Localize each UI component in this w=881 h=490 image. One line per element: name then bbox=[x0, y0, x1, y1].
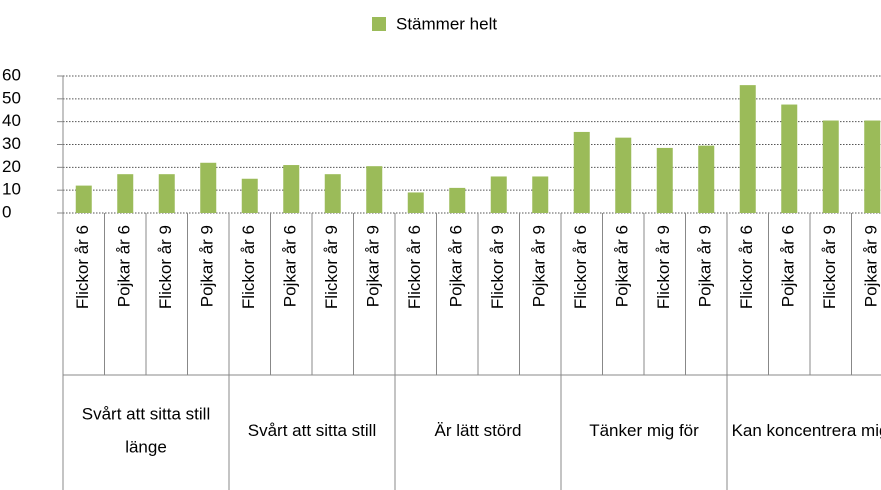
bar bbox=[75, 185, 92, 213]
x-tick-label: Flickor år 6 bbox=[239, 225, 258, 309]
bar bbox=[407, 192, 424, 213]
x-tick-label: Pojkar år 6 bbox=[115, 225, 134, 307]
bar bbox=[158, 174, 175, 213]
y-tick-label: 30 bbox=[2, 134, 21, 153]
y-tick-label: 0 bbox=[2, 202, 11, 221]
x-tick-label: Flickor år 9 bbox=[654, 225, 673, 309]
bar bbox=[283, 165, 300, 213]
x-tick-label: Pojkar år 6 bbox=[447, 225, 466, 307]
x-tick-label: Pojkar år 6 bbox=[281, 225, 300, 307]
bar bbox=[822, 120, 839, 213]
x-tick-label: Flickor år 9 bbox=[488, 225, 507, 309]
bar bbox=[366, 166, 383, 213]
bar bbox=[781, 104, 798, 213]
x-tick-label: Flickor år 9 bbox=[820, 225, 839, 309]
y-tick-label: 20 bbox=[2, 157, 21, 176]
group-label: Är lätt störd bbox=[435, 421, 522, 440]
bar bbox=[698, 145, 715, 213]
group-label: Kan koncentrera mig bbox=[732, 421, 881, 440]
y-tick-label: 40 bbox=[2, 111, 21, 130]
legend-label: Stämmer helt bbox=[396, 14, 497, 33]
bar bbox=[241, 178, 258, 213]
group-label: Svårt att sitta still bbox=[248, 421, 376, 440]
y-tick-label: 50 bbox=[2, 88, 21, 107]
x-tick-label: Flickor år 9 bbox=[322, 225, 341, 309]
bar bbox=[117, 174, 134, 213]
x-tick-label: Pojkar år 9 bbox=[862, 225, 881, 307]
bar bbox=[864, 120, 881, 213]
group-label: Svårt att sitta still länge bbox=[82, 405, 210, 457]
bar bbox=[449, 187, 466, 213]
x-tick-label: Pojkar år 6 bbox=[779, 225, 798, 307]
x-tick-label: Pojkar år 9 bbox=[364, 225, 383, 307]
group-label: Tänker mig för bbox=[589, 421, 699, 440]
legend-swatch bbox=[372, 17, 386, 31]
bar bbox=[324, 174, 341, 213]
bar bbox=[615, 137, 632, 213]
x-tick-label: Flickor år 6 bbox=[571, 225, 590, 309]
x-tick-label: Flickor år 6 bbox=[405, 225, 424, 309]
y-tick-label: 10 bbox=[2, 180, 21, 199]
x-tick-label: Flickor år 6 bbox=[73, 225, 92, 309]
x-tick-label: Pojkar år 9 bbox=[696, 225, 715, 307]
bar bbox=[739, 85, 756, 213]
x-tick-label: Pojkar år 9 bbox=[198, 225, 217, 307]
x-tick-label: Pojkar år 6 bbox=[613, 225, 632, 307]
x-tick-label: Flickor år 9 bbox=[156, 225, 175, 309]
x-tick-label: Pojkar år 9 bbox=[530, 225, 549, 307]
bar bbox=[200, 162, 217, 213]
bar bbox=[573, 131, 590, 213]
bar bbox=[532, 176, 549, 213]
x-tick-label: Flickor år 6 bbox=[737, 225, 756, 309]
bar bbox=[656, 147, 673, 213]
bar bbox=[490, 176, 507, 213]
y-tick-label: 60 bbox=[2, 65, 21, 84]
